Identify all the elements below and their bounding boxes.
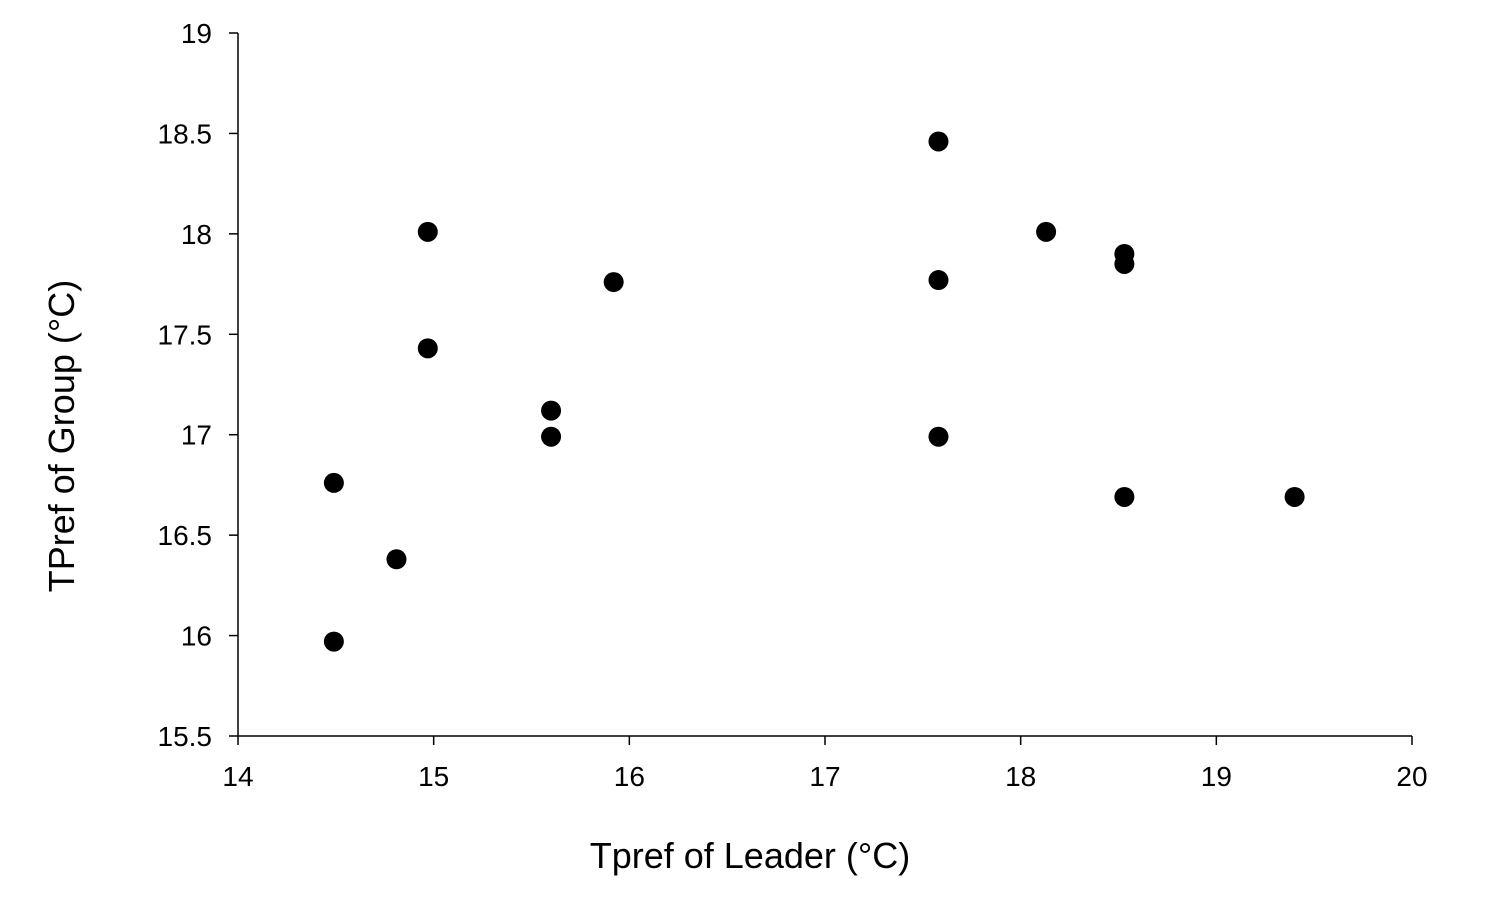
x-tick-label: 18 [1005, 761, 1036, 792]
y-tick-label: 16.5 [158, 520, 213, 551]
data-point [1284, 486, 1305, 507]
data-point [928, 426, 949, 447]
data-points [323, 131, 1305, 652]
data-point [928, 131, 949, 152]
x-tick-label: 14 [222, 761, 253, 792]
y-tick-label: 15.5 [158, 721, 213, 752]
y-tick-label: 16 [181, 621, 212, 652]
x-tick-label: 17 [809, 761, 840, 792]
data-point [1114, 253, 1135, 274]
y-ticks: 15.5 16 16.5 17 17.5 18 18.5 19 [158, 18, 238, 752]
x-tick-label: 15 [418, 761, 449, 792]
data-point [417, 338, 438, 359]
data-point [541, 400, 562, 421]
y-tick-label: 17 [181, 420, 212, 451]
data-point [386, 549, 407, 570]
data-point [323, 472, 344, 493]
y-tick-label: 19 [181, 18, 212, 49]
y-axis-title: TPref of Group (°C) [41, 280, 82, 592]
data-point [417, 221, 438, 242]
data-point [323, 631, 344, 652]
data-point [541, 426, 562, 447]
y-tick-label: 18 [181, 219, 212, 250]
data-point [1114, 486, 1135, 507]
x-tick-label: 16 [614, 761, 645, 792]
data-point [928, 270, 949, 291]
x-tick-label: 20 [1396, 761, 1427, 792]
x-tick-label: 19 [1201, 761, 1232, 792]
data-point [1036, 221, 1057, 242]
x-ticks: 14 15 16 17 18 19 20 [222, 736, 1428, 792]
data-point [603, 272, 624, 293]
x-axis-title: Tpref of Leader (°C) [590, 835, 911, 876]
y-tick-label: 18.5 [158, 118, 213, 149]
y-tick-label: 17.5 [158, 319, 213, 350]
